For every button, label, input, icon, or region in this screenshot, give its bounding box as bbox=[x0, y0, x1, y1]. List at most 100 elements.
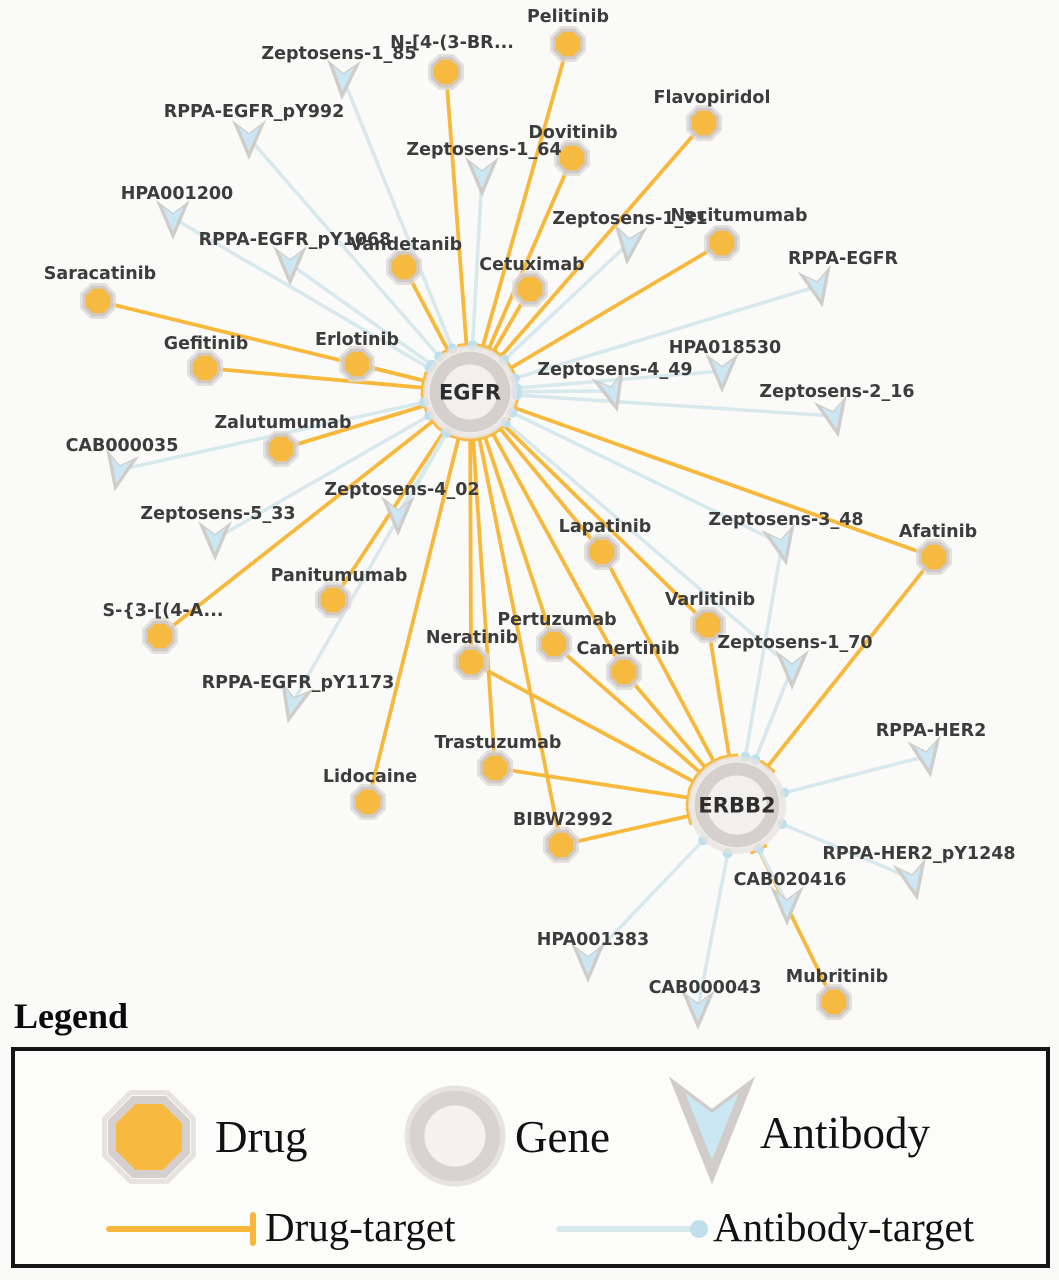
node-label-lidocaine: Lidocaine bbox=[323, 767, 417, 787]
legend-gene-label: Gene bbox=[515, 1112, 610, 1162]
drug-node-varlitinib[interactable] bbox=[689, 606, 727, 644]
node-label-cab000043: CAB000043 bbox=[649, 978, 762, 998]
antibody-node-hpa018530[interactable] bbox=[705, 353, 739, 393]
node-label-rppa_egfr_py1068: RPPA-EGFR_pY1068 bbox=[199, 230, 392, 250]
drug-node-canertinib[interactable] bbox=[605, 653, 643, 691]
node-label-canertinib: Canertinib bbox=[577, 639, 680, 659]
node-label-rppa_egfr_py992: RPPA-EGFR_pY992 bbox=[164, 102, 345, 122]
drug-node-saracatinib[interactable] bbox=[79, 282, 117, 320]
drug-target-edge-icon bbox=[106, 1212, 256, 1246]
antibody-node-rppa_her2_py1248[interactable] bbox=[892, 857, 935, 904]
drug-node-n_4_3_br[interactable] bbox=[427, 53, 465, 91]
node-label-hpa001383: HPA001383 bbox=[537, 930, 649, 950]
node-label-lapatinib: Lapatinib bbox=[559, 517, 652, 537]
drug-node-s_3_4_a[interactable] bbox=[141, 617, 179, 655]
node-label-hpa001200: HPA001200 bbox=[121, 184, 233, 204]
node-label-rppa_her2_py1248: RPPA-HER2_pY1248 bbox=[822, 844, 1015, 864]
drug-node-icon bbox=[102, 1090, 196, 1184]
node-label-rppa_egfr_py1173: RPPA-EGFR_pY1173 bbox=[202, 673, 395, 693]
drug-node-neratinib[interactable] bbox=[452, 643, 490, 681]
drug-node-trastuzumab[interactable] bbox=[476, 749, 514, 787]
antibody-node-cab000035[interactable] bbox=[98, 448, 140, 495]
drug-node-bibw2992[interactable] bbox=[542, 826, 580, 864]
edge-varlitinib-erbb2 bbox=[706, 623, 739, 760]
node-label-cab020416: CAB020416 bbox=[734, 870, 847, 890]
node-label-necitumumab: Necitumumab bbox=[671, 206, 808, 226]
drug-node-cetuximab[interactable] bbox=[511, 270, 549, 308]
antibody-node-rppa_egfr[interactable] bbox=[797, 264, 840, 311]
edge-n_4_3_br-egfr bbox=[444, 70, 476, 348]
node-label-z2_16: Zeptosens-2_16 bbox=[759, 382, 914, 402]
node-label-varlitinib: Varlitinib bbox=[665, 590, 755, 610]
drug-node-necitumumab[interactable] bbox=[703, 224, 741, 262]
drug-node-erlotinib[interactable] bbox=[338, 345, 376, 383]
node-label-dovitinib: Dovitinib bbox=[528, 123, 617, 143]
antibody-node-z1_85[interactable] bbox=[325, 59, 361, 101]
drug-node-panitumumab[interactable] bbox=[314, 581, 352, 619]
node-label-erlotinib: Erlotinib bbox=[315, 330, 399, 350]
node-label-trastuzumab: Trastuzumab bbox=[435, 733, 562, 753]
drug-node-mubritinib[interactable] bbox=[815, 983, 853, 1021]
node-label-z5_33: Zeptosens-5_33 bbox=[140, 504, 295, 524]
node-label-neratinib: Neratinib bbox=[426, 628, 518, 648]
drug-node-gefitinib[interactable] bbox=[186, 349, 224, 387]
node-label-flavopiridol: Flavopiridol bbox=[654, 88, 771, 108]
antibody-node-z4_02[interactable] bbox=[381, 496, 415, 536]
node-label-z4_49: Zeptosens-4_49 bbox=[537, 360, 692, 380]
legend-antibody-target-label: Antibody-target bbox=[713, 1204, 975, 1250]
drug-node-lidocaine[interactable] bbox=[349, 783, 387, 821]
node-label-vandetanib: Vandetanib bbox=[350, 235, 462, 255]
antibody-node-cab020416[interactable] bbox=[770, 886, 804, 926]
node-label-z1_85: Zeptosens-1_85 bbox=[261, 44, 416, 64]
antibody-node-hpa001383[interactable] bbox=[571, 943, 605, 983]
edges-layer bbox=[96, 42, 936, 1010]
node-label-z1_70: Zeptosens-1_70 bbox=[717, 633, 872, 653]
drug-node-zalutumumab[interactable] bbox=[262, 430, 300, 468]
node-label-pelitinib: Pelitinib bbox=[527, 7, 609, 27]
gene-label-egfr: EGFR bbox=[439, 381, 501, 405]
antibody-node-rppa_egfr_py992[interactable] bbox=[232, 120, 266, 160]
node-label-panitumumab: Panitumumab bbox=[271, 566, 408, 586]
node-label-cab000035: CAB000035 bbox=[66, 436, 179, 456]
gene-node-erbb2[interactable]: ERBB2 bbox=[688, 756, 786, 854]
antibody-node-z1_70[interactable] bbox=[775, 650, 809, 690]
node-label-cetuximab: Cetuximab bbox=[479, 255, 584, 275]
antibody-node-z4_49[interactable] bbox=[590, 369, 634, 416]
gene-node-icon bbox=[404, 1085, 506, 1187]
antibody-node-rppa_egfr_py1068[interactable] bbox=[273, 246, 307, 286]
drug-node-flavopiridol[interactable] bbox=[685, 104, 723, 142]
antibody-node-rppa_her2[interactable] bbox=[907, 735, 947, 780]
node-label-rppa_her2: RPPA-HER2 bbox=[876, 721, 987, 741]
drug-node-lapatinib[interactable] bbox=[583, 533, 621, 571]
nodes-layer: EGFR ERBB2 bbox=[79, 25, 953, 1030]
node-label-s_3_4_a: S-{3-[(4-A... bbox=[102, 601, 223, 621]
drug-node-pelitinib[interactable] bbox=[549, 25, 587, 63]
node-label-afatinib: Afatinib bbox=[899, 522, 977, 542]
labels-layer: Pelitinib N-[4-(3-BR... Flavopiridol Doviti… bbox=[44, 7, 1016, 998]
antibody-node-hpa001200[interactable] bbox=[156, 200, 190, 240]
edge-trastuzumab-erbb2 bbox=[493, 766, 692, 807]
antibody-node-cab000043[interactable] bbox=[681, 990, 715, 1030]
node-label-pertuzumab: Pertuzumab bbox=[497, 610, 616, 630]
antibody-node-z2_16[interactable] bbox=[813, 394, 856, 441]
drug-node-pertuzumab[interactable] bbox=[535, 625, 573, 663]
antibody-node-rppa_egfr_py1173[interactable] bbox=[271, 680, 314, 727]
node-label-z1_31: Zeptosens-1_31 bbox=[552, 209, 707, 229]
drug-node-vandetanib[interactable] bbox=[385, 248, 423, 286]
node-label-mubritinib: Mubritinib bbox=[786, 967, 888, 987]
antibody-node-z5_33[interactable] bbox=[198, 521, 232, 561]
node-label-zalutumumab: Zalutumumab bbox=[214, 413, 351, 433]
legend-title: Legend bbox=[14, 996, 129, 1036]
node-label-hpa018530: HPA018530 bbox=[669, 338, 781, 358]
antibody-node-z1_31[interactable] bbox=[610, 223, 648, 266]
legend-antibody-label: Antibody bbox=[760, 1108, 931, 1158]
node-label-gefitinib: Gefitinib bbox=[164, 334, 249, 354]
drug-node-dovitinib[interactable] bbox=[553, 139, 591, 177]
drug-node-afatinib[interactable] bbox=[915, 538, 953, 576]
gene-node-egfr[interactable]: EGFR bbox=[423, 345, 517, 439]
gene-label-erbb2: ERBB2 bbox=[698, 794, 775, 818]
antibody-node-z1_64[interactable] bbox=[465, 157, 499, 197]
antibody-node-z3_48[interactable] bbox=[761, 522, 804, 569]
edge-neratinib-erbb2 bbox=[469, 660, 700, 791]
